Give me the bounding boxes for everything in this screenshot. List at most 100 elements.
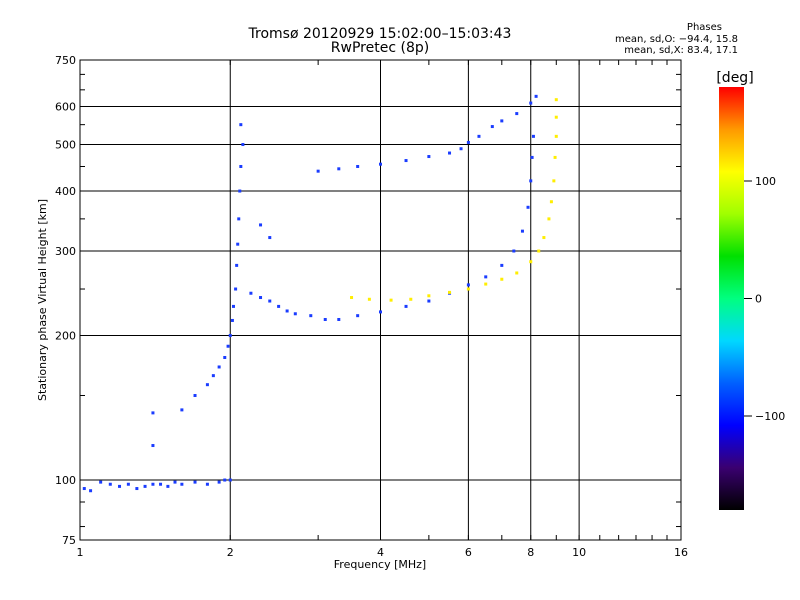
data-point xyxy=(356,314,360,318)
data-point xyxy=(500,119,504,123)
data-point xyxy=(193,394,197,398)
data-point xyxy=(520,229,524,233)
data-point xyxy=(409,297,413,301)
data-point xyxy=(515,112,519,116)
data-point xyxy=(547,217,551,221)
data-point xyxy=(337,317,341,321)
x-tick-label: 10 xyxy=(572,546,586,559)
x-axis-ticks: 1 2 4 6 8 10 16 xyxy=(77,60,688,559)
data-point xyxy=(323,317,327,321)
data-point xyxy=(404,304,408,308)
data-point xyxy=(180,408,184,412)
data-point xyxy=(529,101,533,105)
data-point xyxy=(484,275,488,279)
data-point xyxy=(466,287,470,291)
data-point xyxy=(309,314,313,318)
data-point xyxy=(108,482,112,486)
data-point xyxy=(151,482,155,486)
x-tick-label: 1 xyxy=(77,546,84,559)
chart-title-line1: Tromsø 20120929 15:02:00–15:03:43 xyxy=(248,26,512,42)
data-point xyxy=(448,151,452,155)
data-point xyxy=(530,155,534,159)
data-point xyxy=(180,482,184,486)
data-point xyxy=(534,94,538,98)
data-point xyxy=(235,263,239,267)
colorbar-tick-label: −100 xyxy=(755,410,785,423)
data-point xyxy=(238,189,242,193)
data-point xyxy=(526,205,530,209)
colorbar-tick-label: 100 xyxy=(755,175,776,188)
data-point xyxy=(542,236,546,240)
x-tick-label: 4 xyxy=(377,546,384,559)
data-point xyxy=(285,309,289,313)
y-tick-label: 300 xyxy=(55,245,76,258)
data-points xyxy=(82,94,558,493)
data-point xyxy=(316,169,320,173)
data-point xyxy=(537,249,541,253)
data-point xyxy=(126,482,130,486)
phases-o-mode: mean, sd,O: −94.4, 15.8 xyxy=(615,34,738,45)
x-tick-label: 8 xyxy=(527,546,534,559)
chart-title-line2: RwPretec (8p) xyxy=(330,40,430,56)
data-point xyxy=(259,223,263,227)
colorbar-ticks: 100 0 −100 xyxy=(744,175,785,423)
phases-x-mode: mean, sd,X: 83.4, 17.1 xyxy=(624,45,738,56)
data-point xyxy=(223,355,227,359)
data-point xyxy=(241,143,245,147)
data-point xyxy=(234,287,238,291)
data-point xyxy=(490,125,494,129)
data-point xyxy=(529,260,533,264)
data-point xyxy=(236,242,240,246)
data-point xyxy=(379,310,382,314)
colorbar xyxy=(719,87,744,510)
data-point xyxy=(379,162,382,166)
data-point xyxy=(367,297,371,301)
data-point xyxy=(99,480,103,484)
data-point xyxy=(205,482,209,486)
data-point xyxy=(143,484,147,488)
y-axis-ticks: 75 100 200 300 400 500 600 750 xyxy=(55,54,681,547)
data-point xyxy=(231,304,235,308)
grid-lines xyxy=(80,60,681,540)
data-point xyxy=(166,484,170,488)
data-point xyxy=(512,249,516,253)
data-point xyxy=(350,296,354,300)
data-point xyxy=(466,140,470,144)
data-point xyxy=(151,411,155,415)
data-point xyxy=(552,179,556,183)
colorbar-tick-label: 0 xyxy=(755,293,762,306)
data-point xyxy=(230,318,234,322)
x-tick-label: 6 xyxy=(465,546,472,559)
x-tick-label: 16 xyxy=(674,546,688,559)
data-point xyxy=(217,365,221,369)
data-point xyxy=(466,283,470,287)
data-point xyxy=(173,480,177,484)
data-point xyxy=(500,277,504,281)
data-point xyxy=(223,478,227,482)
data-point xyxy=(82,487,86,491)
data-point xyxy=(356,164,360,168)
y-tick-label: 600 xyxy=(55,101,76,114)
data-point xyxy=(249,291,253,295)
data-point xyxy=(500,263,504,267)
data-point xyxy=(268,299,272,303)
y-tick-label: 400 xyxy=(55,185,76,198)
data-point xyxy=(159,482,163,486)
data-point xyxy=(151,444,155,448)
data-point xyxy=(427,294,431,298)
data-point xyxy=(459,147,463,151)
data-point xyxy=(226,344,230,348)
y-tick-label: 200 xyxy=(55,330,76,343)
data-point xyxy=(211,374,215,378)
data-point xyxy=(531,134,535,138)
data-point xyxy=(549,200,553,204)
data-point xyxy=(404,159,408,163)
data-point xyxy=(228,478,232,482)
data-point xyxy=(477,134,481,138)
data-point xyxy=(427,155,431,159)
data-point xyxy=(205,383,209,387)
data-point xyxy=(427,299,431,303)
y-tick-label: 75 xyxy=(62,534,76,547)
data-point xyxy=(389,298,393,302)
